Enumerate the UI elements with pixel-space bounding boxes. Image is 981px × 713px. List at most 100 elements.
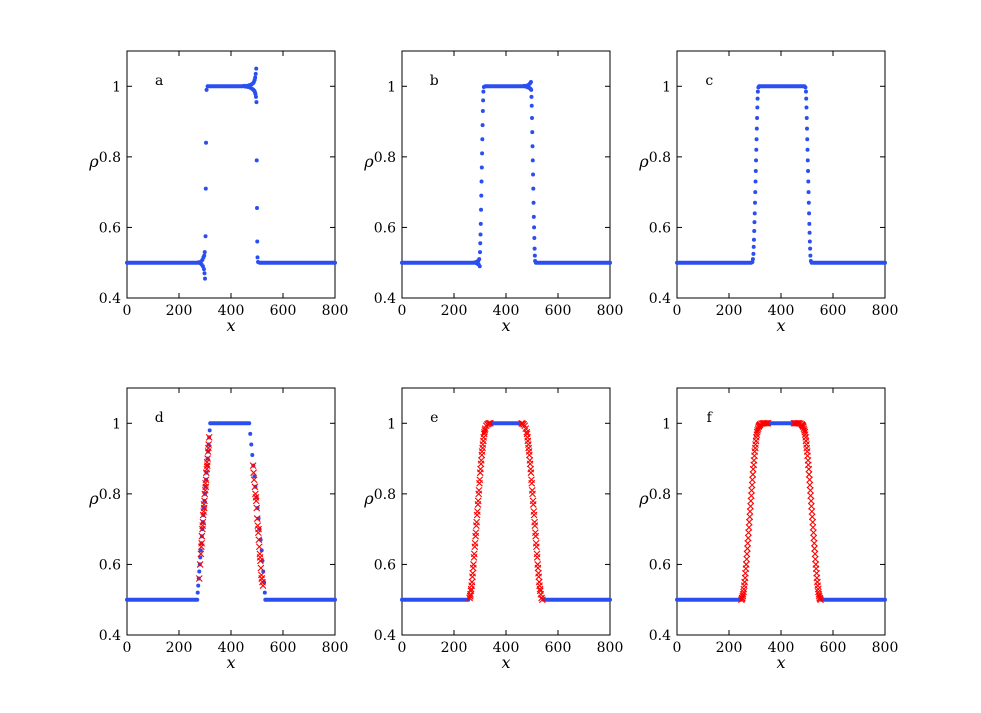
panel-label: f <box>707 410 714 426</box>
x-tick-label: 800 <box>322 303 349 319</box>
data-point-cross <box>750 461 758 469</box>
data-point-cross <box>536 587 544 595</box>
data-point-cross <box>813 574 821 582</box>
series-dot <box>125 421 337 602</box>
data-point-cross <box>481 426 489 434</box>
data-point <box>196 583 201 588</box>
data-point-cross <box>467 587 475 595</box>
data-point <box>202 253 207 258</box>
data-point <box>477 264 482 269</box>
data-point-cross <box>472 532 479 540</box>
data-point-cross <box>740 582 748 589</box>
series-dot <box>675 84 887 265</box>
data-point <box>249 442 254 447</box>
data-point-cross <box>806 481 814 489</box>
data-point <box>195 597 200 602</box>
data-point-cross <box>764 419 772 427</box>
data-point-cross <box>257 564 265 572</box>
data-point <box>253 71 258 76</box>
x-tick-label: 600 <box>270 303 297 319</box>
data-point <box>528 80 533 85</box>
data-point <box>254 158 259 163</box>
data-point <box>531 214 536 219</box>
data-point <box>253 94 258 99</box>
data-point-cross <box>478 451 486 459</box>
data-point-cross <box>804 461 812 469</box>
x-tick-label: 400 <box>218 640 245 656</box>
data-point <box>807 211 812 216</box>
data-point-cross <box>476 479 483 487</box>
x-tick-label: 200 <box>716 640 743 656</box>
data-point-cross <box>539 596 546 604</box>
data-point <box>477 257 482 262</box>
data-point-cross <box>807 492 815 500</box>
panel-f: 0 200 400 600 800 0.4 0.6 0.8 1 x ρ f <box>638 387 899 672</box>
data-point <box>195 590 200 595</box>
y-tick-label: 1 <box>112 416 121 432</box>
data-point-cross <box>477 460 485 468</box>
data-point <box>532 236 537 241</box>
data-point <box>755 96 760 101</box>
data-point-cross <box>526 460 534 468</box>
data-point-cross <box>803 444 811 452</box>
x-tick-label: 600 <box>820 640 847 656</box>
data-point-cross <box>251 483 259 491</box>
x-axis-label: x <box>776 653 785 672</box>
data-point <box>204 140 209 145</box>
data-point <box>752 228 757 233</box>
series-dot <box>125 66 337 281</box>
data-point-cross <box>747 502 754 510</box>
data-point <box>531 186 536 191</box>
data-point-cross <box>744 545 751 552</box>
y-tick-label: 1 <box>387 79 396 95</box>
data-point <box>805 137 810 142</box>
x-tick-label: 800 <box>322 640 349 656</box>
data-point <box>203 276 207 281</box>
y-tick-label: 1 <box>662 79 671 95</box>
data-point-cross <box>802 437 810 445</box>
data-point <box>608 597 612 602</box>
data-point-cross <box>746 513 754 521</box>
data-point <box>250 453 255 458</box>
data-point <box>204 87 209 92</box>
data-point-cross <box>472 522 480 530</box>
data-point <box>478 241 483 246</box>
data-point <box>807 221 812 226</box>
x-tick-label: 400 <box>218 303 245 319</box>
data-point-cross <box>533 543 540 551</box>
data-point <box>754 158 759 163</box>
data-point <box>529 87 534 92</box>
data-point <box>198 548 203 553</box>
data-point-cross <box>740 588 747 596</box>
y-tick-label: 0.6 <box>99 220 121 236</box>
data-point-cross <box>749 471 757 478</box>
data-point <box>753 168 758 173</box>
data-point-cross <box>530 511 538 519</box>
series-dot <box>675 421 887 602</box>
data-point-cross <box>203 462 211 470</box>
data-point <box>207 428 212 433</box>
data-point <box>808 246 813 251</box>
data-point-cross <box>249 462 257 470</box>
x-tick-label: 400 <box>493 303 520 319</box>
y-tick-label: 0.4 <box>649 628 671 644</box>
x-tick-label: 0 <box>673 640 682 656</box>
x-tick-label: 800 <box>597 640 624 656</box>
data-point-cross <box>801 428 809 436</box>
data-point-cross <box>474 501 482 508</box>
data-point-cross <box>198 532 206 540</box>
data-point <box>530 158 535 163</box>
data-point-cross <box>487 419 494 427</box>
data-point-cross <box>200 504 208 512</box>
data-point-cross <box>259 582 267 589</box>
data-point <box>247 421 252 426</box>
data-point <box>480 137 485 142</box>
y-tick-label: 0.6 <box>649 557 671 573</box>
data-point <box>197 569 202 574</box>
series-dot <box>400 421 612 602</box>
x-tick-label: 800 <box>872 640 899 656</box>
data-point-cross <box>197 550 205 558</box>
data-point-cross <box>532 532 540 540</box>
data-point-cross <box>469 564 477 572</box>
